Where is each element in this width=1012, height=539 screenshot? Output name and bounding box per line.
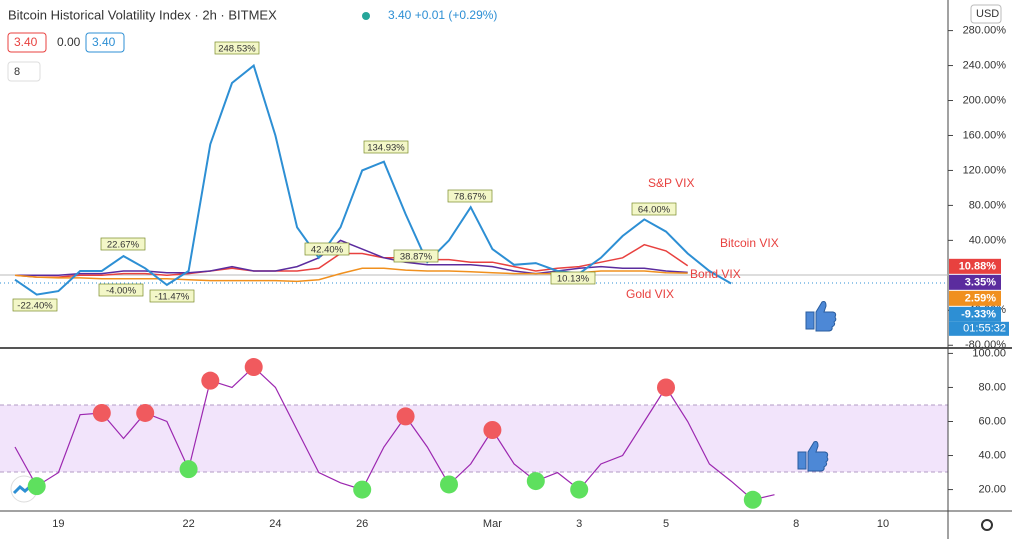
oversold-dot (743, 490, 762, 509)
oversold-dot (179, 460, 198, 479)
y-tick-label: 40.00 (978, 449, 1006, 461)
y-tick-label: 80.00 (978, 381, 1006, 393)
quote: 3.40 +0.01 (+0.29%) (388, 8, 497, 22)
y-tick-label: 100.00 (972, 347, 1006, 359)
x-tick-label: 8 (793, 518, 799, 530)
field: 3.40 (14, 35, 38, 49)
point-label-box (393, 249, 439, 263)
y-tick-label: 240.00% (963, 59, 1007, 71)
point-label: -4.00% (106, 286, 137, 297)
x-tick-label: 5 (663, 518, 669, 530)
oversold-dot (526, 472, 545, 491)
overbought-dot (657, 378, 675, 397)
y-tick-label: 160.00% (963, 129, 1007, 141)
field-box (7, 32, 47, 53)
series-line (15, 239, 688, 277)
x-tick-label: 26 (356, 518, 368, 530)
point-label-box (214, 41, 260, 55)
point-label: 64.00% (638, 205, 671, 216)
price-badge-label: -9.33% (961, 309, 996, 321)
point-label: 42.40% (311, 245, 344, 256)
x-tick-label: 24 (269, 518, 281, 530)
annotation: Bitcoin VIX (720, 236, 779, 250)
field: 0.00 (57, 35, 81, 49)
oversold-dot (570, 480, 589, 499)
x-tick-label: 3 (576, 518, 582, 530)
oversold-dot (27, 477, 46, 496)
x-tick-label: 22 (182, 518, 194, 530)
series-line (14, 63, 732, 296)
oversold-dot (353, 480, 372, 499)
status-dot (362, 12, 370, 20)
overbought-dot (136, 403, 155, 422)
point-label: -11.47% (155, 292, 190, 303)
x-tick-label: 19 (52, 518, 64, 530)
point-label-box (304, 242, 350, 256)
point-label-box (149, 289, 195, 303)
overbought-dot (244, 358, 263, 377)
y-tick-label: 20.00 (978, 483, 1006, 495)
point-label-box (447, 189, 493, 203)
field-box (85, 32, 125, 53)
annotation: Gold VIX (626, 287, 674, 301)
price-badge (949, 306, 1001, 322)
overbought-dot (201, 371, 220, 390)
currency: USD (976, 8, 999, 20)
point-label: 10.13% (557, 274, 590, 285)
y-tick-label: -80.00% (965, 339, 1006, 351)
countdown: 01:55:32 (963, 323, 1006, 335)
countdown-badge (949, 321, 1009, 336)
length: 8 (14, 66, 20, 78)
point-label-box (363, 140, 409, 154)
price-badge-label: 10.88% (959, 261, 997, 273)
thumbs-up-icon (797, 301, 837, 472)
price-badge (949, 258, 1001, 274)
currency-box[interactable] (970, 4, 1002, 24)
title: Bitcoin Historical Volatility Index · 2h… (8, 7, 277, 22)
y-tick-label: 40.00% (969, 234, 1007, 246)
point-label-box (550, 271, 596, 285)
y-tick-label: 200.00% (963, 94, 1007, 106)
price-badge-label: 2.59% (965, 293, 996, 305)
series-line (14, 243, 689, 278)
overbought-dot (483, 421, 502, 439)
y-tick-label: 80.00% (969, 199, 1007, 211)
settings-icon[interactable] (981, 519, 993, 531)
oversold-dot (440, 475, 458, 494)
annotation: S&P VIX (648, 176, 694, 190)
point-label: 22.67% (107, 240, 140, 251)
field: 3.40 (92, 35, 116, 49)
point-label: 248.53% (218, 44, 256, 55)
price-badge (949, 290, 1001, 306)
point-label-box (98, 283, 144, 297)
point-label: 38.87% (400, 252, 433, 263)
point-label-box (631, 202, 677, 216)
rsi-band (0, 405, 948, 472)
point-label: 134.93% (367, 143, 405, 154)
point-label: -22.40% (17, 301, 53, 312)
point-label-box (100, 237, 146, 251)
x-tick-label: 10 (877, 518, 889, 530)
length-box[interactable] (7, 61, 41, 82)
point-label-box (12, 298, 58, 312)
overbought-dot (92, 403, 111, 422)
point-label: 78.67% (454, 192, 487, 203)
overbought-dot (396, 407, 415, 426)
price-badge-label: 3.35% (965, 277, 996, 289)
x-tick-label: Mar (483, 518, 502, 530)
y-tick-label: 60.00 (978, 415, 1006, 427)
price-badge (949, 274, 1001, 290)
y-tick-label: 120.00% (963, 164, 1007, 176)
y-tick-label: 280.00% (963, 24, 1007, 36)
annotation: Bond VIX (690, 267, 741, 281)
